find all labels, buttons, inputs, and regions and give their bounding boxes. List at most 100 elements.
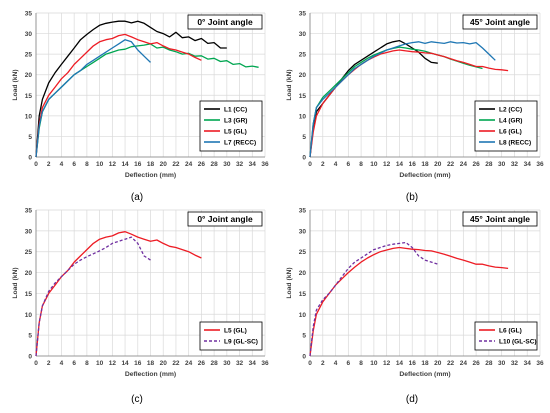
x-tick-label: 16 — [409, 360, 417, 367]
legend-entry: L2 (CC) — [499, 107, 522, 114]
x-tick-label: 0 — [34, 360, 38, 367]
x-tick-label: 18 — [147, 161, 155, 168]
x-tick-label: 4 — [60, 360, 64, 367]
x-tick-label: 20 — [160, 360, 168, 367]
x-tick-label: 18 — [421, 161, 429, 168]
y-tick-label: 5 — [28, 134, 32, 141]
x-tick-label: 10 — [370, 360, 378, 367]
y-tick-label: 15 — [299, 291, 307, 298]
y-tick-label: 15 — [25, 291, 33, 298]
y-axis-label: Load (kN) — [12, 267, 19, 298]
y-tick-label: 35 — [25, 11, 33, 18]
x-tick-label: 14 — [396, 360, 404, 367]
y-tick-label: 5 — [28, 333, 32, 340]
y-tick-label: 5 — [302, 333, 306, 340]
y-tick-label: 20 — [25, 72, 33, 79]
x-tick-label: 0 — [308, 360, 312, 367]
x-tick-label: 0 — [34, 161, 38, 168]
x-tick-label: 26 — [198, 360, 206, 367]
x-tick-label: 24 — [185, 360, 193, 367]
x-tick-label: 26 — [198, 161, 206, 168]
y-tick-label: 30 — [299, 228, 307, 235]
series-line-l5-gl — [35, 231, 202, 357]
y-tick-label: 15 — [299, 93, 307, 100]
x-tick-label: 8 — [85, 161, 89, 168]
x-tick-label: 28 — [485, 161, 493, 168]
y-tick-label: 0 — [302, 155, 306, 162]
x-tick-label: 28 — [485, 360, 493, 367]
y-tick-label: 0 — [28, 155, 32, 162]
x-tick-label: 12 — [109, 161, 117, 168]
y-tick-label: 30 — [299, 31, 307, 38]
x-tick-label: 36 — [261, 360, 269, 367]
x-tick-label: 22 — [447, 161, 455, 168]
legend-entry: L5 (GL) — [224, 328, 247, 335]
legend-entry: L4 (GR) — [499, 118, 522, 125]
series-line-l8-recc — [309, 41, 496, 158]
title-box — [187, 14, 263, 30]
legend-entry: L6 (GL) — [499, 129, 522, 136]
x-tick-label: 22 — [172, 161, 180, 168]
y-tick-label: 35 — [299, 208, 307, 215]
x-tick-label: 14 — [121, 161, 129, 168]
title-box — [462, 14, 538, 30]
chart-title: 45° Joint angle — [470, 214, 530, 224]
series-line-l9-gl-sc — [35, 236, 151, 357]
chart-title: 0° Joint angle — [197, 17, 253, 27]
legend-entry: L7 (RECC) — [224, 140, 256, 147]
x-tick-label: 4 — [60, 161, 64, 168]
legend-entry: L5 (GL) — [224, 129, 247, 136]
x-tick-label: 18 — [421, 360, 429, 367]
y-tick-label: 5 — [302, 134, 306, 141]
x-tick-label: 34 — [249, 360, 257, 367]
y-tick-label: 25 — [25, 52, 33, 59]
legend-entry: L3 (GR) — [224, 118, 247, 125]
x-tick-label: 28 — [210, 360, 218, 367]
title-box — [462, 211, 538, 227]
panel-caption: (c) — [131, 394, 143, 405]
y-tick-label: 10 — [299, 312, 307, 319]
series-line-l5-gl — [35, 33, 202, 158]
x-tick-label: 0 — [308, 161, 312, 168]
y-tick-label: 25 — [299, 249, 307, 256]
legend-entry: L9 (GL-SC) — [224, 339, 258, 346]
x-tick-label: 2 — [47, 161, 51, 168]
legend-entry: L10 (GL-SC) — [499, 339, 537, 346]
y-tick-label: 20 — [299, 72, 307, 79]
x-tick-label: 30 — [223, 161, 231, 168]
panel-caption: (d) — [406, 394, 418, 405]
y-axis-label: Load (kN) — [286, 267, 293, 298]
legend-entry: L1 (CC) — [224, 107, 247, 114]
x-tick-label: 32 — [236, 360, 244, 367]
x-axis-label: Deflection (mm) — [399, 172, 450, 179]
x-tick-label: 10 — [96, 360, 104, 367]
x-tick-label: 6 — [347, 161, 351, 168]
chart-title: 0° Joint angle — [197, 214, 253, 224]
x-tick-label: 20 — [434, 161, 442, 168]
x-tick-label: 22 — [172, 360, 180, 367]
x-tick-label: 2 — [321, 161, 325, 168]
title-box — [187, 211, 263, 227]
x-tick-label: 8 — [359, 360, 363, 367]
x-tick-label: 24 — [185, 161, 193, 168]
panel-caption: (a) — [131, 192, 143, 203]
x-tick-label: 10 — [370, 161, 378, 168]
x-tick-label: 30 — [498, 360, 506, 367]
y-tick-label: 35 — [25, 208, 33, 215]
legend-entry: L8 (RECC) — [499, 140, 531, 147]
x-tick-label: 2 — [321, 360, 325, 367]
y-tick-label: 25 — [299, 52, 307, 59]
x-tick-label: 12 — [109, 360, 117, 367]
panel-caption: (b) — [406, 192, 418, 203]
x-tick-label: 30 — [223, 360, 231, 367]
x-axis-label: Deflection (mm) — [399, 371, 450, 378]
x-tick-label: 6 — [347, 360, 351, 367]
x-tick-label: 20 — [434, 360, 442, 367]
y-tick-label: 20 — [299, 270, 307, 277]
